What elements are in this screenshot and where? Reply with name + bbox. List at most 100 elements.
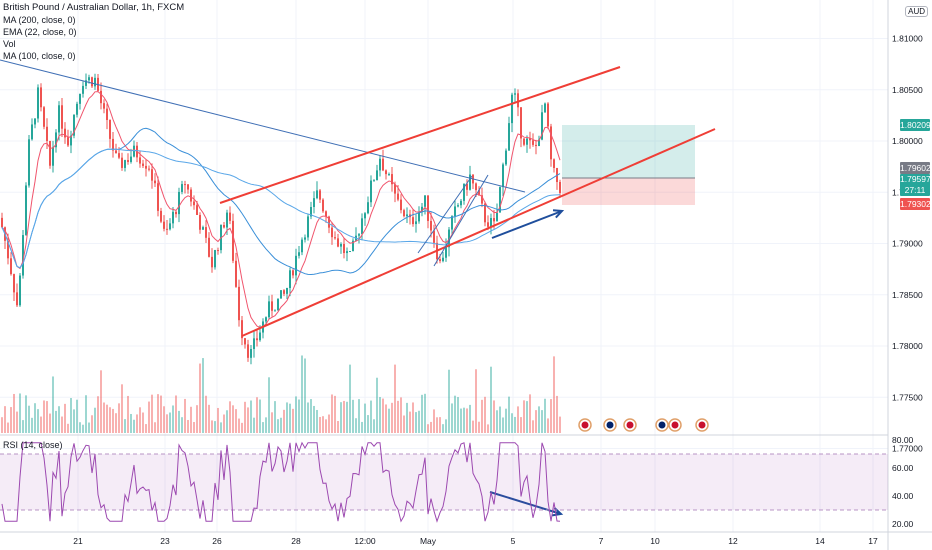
- candle-body: [178, 191, 180, 215]
- volume-bar: [241, 422, 243, 433]
- candle-body: [373, 180, 375, 182]
- volume-bar: [178, 410, 180, 433]
- volume-bar: [91, 415, 93, 433]
- volume-bar: [28, 405, 30, 433]
- volume-bar: [184, 398, 186, 433]
- candle-body: [364, 213, 366, 219]
- volume-bar: [475, 369, 477, 433]
- volume-bar: [412, 402, 414, 433]
- candle-body: [358, 234, 360, 236]
- candle-body: [22, 235, 24, 276]
- volume-bar: [64, 403, 66, 433]
- volume-bar: [55, 410, 57, 433]
- candle-body: [292, 270, 294, 276]
- volume-bar: [409, 411, 411, 433]
- event-flag-center: [606, 421, 614, 429]
- volume-bar: [415, 412, 417, 433]
- candle-body: [454, 206, 456, 217]
- candle-body: [151, 169, 153, 181]
- candle-body: [133, 145, 135, 157]
- volume-bar: [514, 416, 516, 433]
- price-tag-last: 1.79597 27:11: [900, 174, 931, 196]
- time-axis-label: 7: [599, 536, 604, 546]
- volume-bar: [451, 403, 453, 433]
- candle-body: [463, 183, 465, 201]
- candle-body: [241, 320, 243, 339]
- candle-body: [295, 255, 297, 276]
- volume-bar: [487, 424, 489, 433]
- volume-bar: [286, 402, 288, 433]
- currency-selector[interactable]: AUD: [905, 6, 928, 17]
- volume-bar: [76, 399, 78, 433]
- volume-bar: [172, 405, 174, 433]
- price-arrow-head: [552, 209, 565, 219]
- candle-body: [448, 229, 450, 248]
- candle-body: [538, 139, 540, 147]
- candle-body: [148, 168, 150, 170]
- indicator-vol[interactable]: Vol: [3, 39, 16, 49]
- volume-bar: [196, 405, 198, 433]
- candle-body: [337, 238, 339, 247]
- candle-body: [256, 338, 258, 341]
- candle-body: [238, 286, 240, 321]
- indicator-ma100[interactable]: MA (100, close, 0): [3, 51, 76, 61]
- candle-body: [181, 184, 183, 192]
- volume-bar: [73, 409, 75, 433]
- indicator-ema22[interactable]: EMA (22, close, 0): [3, 27, 77, 37]
- candle-body: [31, 124, 33, 140]
- candle-body: [433, 230, 435, 243]
- candle-body: [79, 93, 81, 104]
- volume-bar: [484, 396, 486, 433]
- candle-body: [376, 170, 378, 181]
- candle-body: [166, 228, 168, 230]
- volume-bar: [301, 355, 303, 433]
- candle-body: [130, 156, 132, 162]
- indicator-ma200[interactable]: MA (200, close, 0): [3, 15, 76, 25]
- candle-body: [37, 87, 39, 119]
- candle-body: [508, 123, 510, 151]
- volume-bar: [88, 422, 90, 433]
- volume-bar: [148, 401, 150, 433]
- candle-body: [430, 220, 432, 231]
- volume-bar: [283, 409, 285, 433]
- candle-body: [49, 141, 51, 166]
- volume-bar: [352, 399, 354, 433]
- time-axis-label: 10: [650, 536, 660, 546]
- event-flag-center: [581, 421, 589, 429]
- volume-bar: [1, 417, 3, 433]
- candle-body: [202, 227, 204, 230]
- candle-body: [289, 270, 291, 289]
- candle-body: [544, 103, 546, 113]
- candle-body: [469, 174, 471, 190]
- candle-body: [193, 201, 195, 206]
- volume-bar: [19, 393, 21, 433]
- candle-body: [259, 332, 261, 341]
- volume-bar: [331, 394, 333, 433]
- event-flag-center: [658, 421, 666, 429]
- volume-bar: [535, 410, 537, 433]
- volume-bar: [439, 417, 441, 433]
- candle-body: [352, 240, 354, 252]
- candle-body: [88, 77, 90, 81]
- volume-bar: [346, 401, 348, 433]
- candle-body: [526, 138, 528, 145]
- volume-bar: [142, 412, 144, 433]
- volume-bar: [79, 422, 81, 433]
- candle-body: [205, 227, 207, 238]
- candle-body: [268, 301, 270, 318]
- volume-bar: [418, 410, 420, 433]
- volume-bar: [316, 409, 318, 433]
- volume-bar: [94, 407, 96, 433]
- volume-bar: [343, 400, 345, 433]
- candle-body: [112, 138, 114, 151]
- candle-body: [547, 103, 549, 127]
- candle-body: [325, 211, 327, 217]
- volume-bar: [238, 418, 240, 433]
- rsi-legend[interactable]: RSI (14, close): [3, 440, 63, 450]
- volume-bar: [133, 419, 135, 433]
- volume-bar: [538, 406, 540, 433]
- candle-body: [346, 251, 348, 254]
- downtrend-line: [0, 59, 526, 193]
- candle-body: [493, 218, 495, 222]
